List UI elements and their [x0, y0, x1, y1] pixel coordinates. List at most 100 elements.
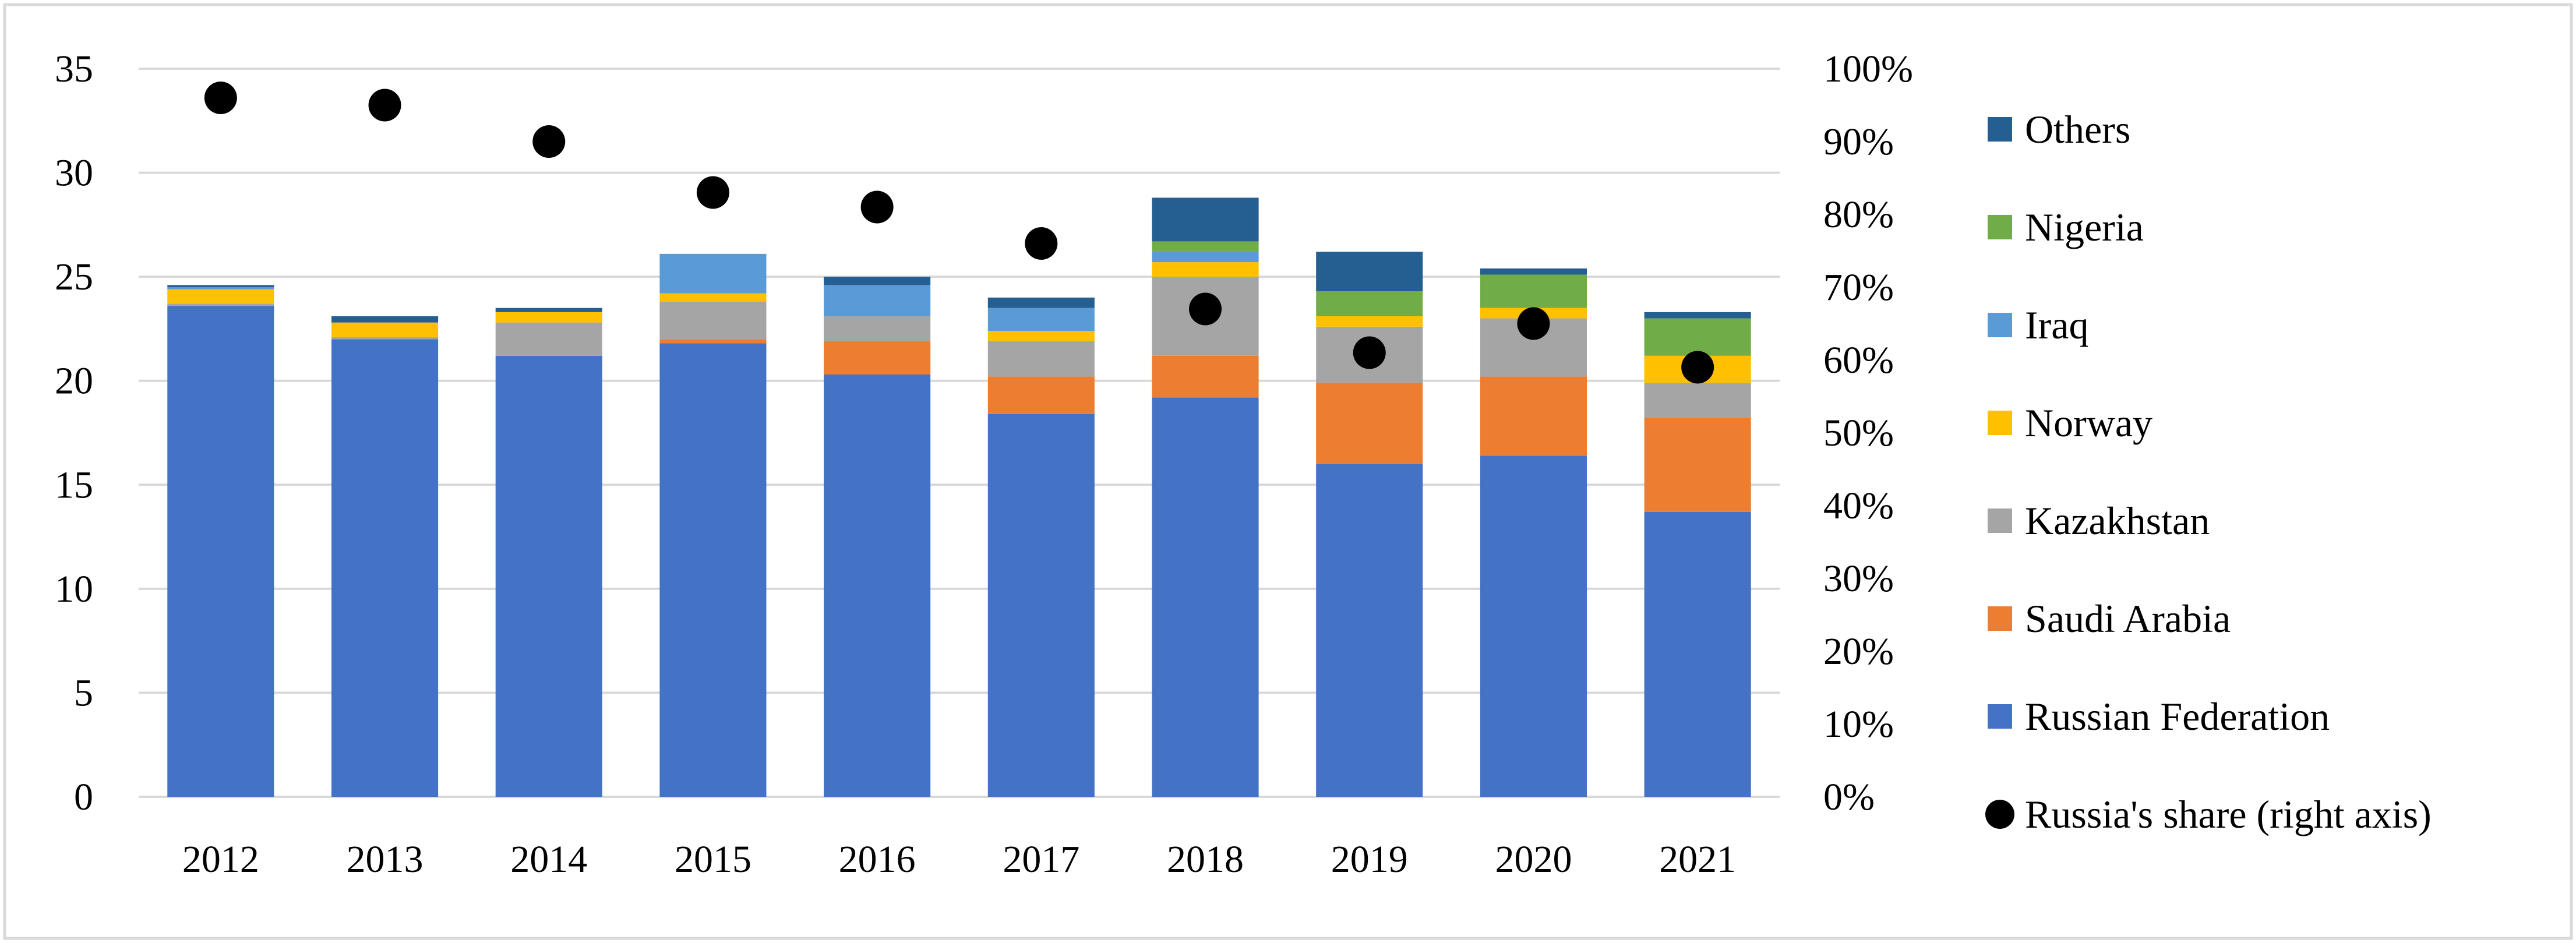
legend-marker — [1985, 800, 2014, 829]
bar-segment — [987, 331, 1095, 341]
y-right-tick-label: 90% — [1823, 121, 1894, 163]
y-tick-label: 10 — [55, 568, 93, 610]
bar-segment — [659, 302, 767, 340]
bar-segment — [1644, 418, 1751, 512]
y-right-tick-label: 60% — [1823, 339, 1894, 382]
x-tick-label: 2013 — [347, 838, 424, 881]
legend-label: Norway — [2025, 401, 2152, 445]
share-point — [1025, 227, 1058, 260]
bar-segment — [824, 277, 931, 285]
bar-segment — [1152, 197, 1259, 242]
x-tick-label: 2018 — [1167, 838, 1244, 881]
bar-segment — [331, 322, 439, 337]
bar-segment — [659, 293, 767, 302]
bar-segment — [331, 339, 439, 797]
x-tick-label: 2015 — [675, 838, 751, 881]
bar-segment — [987, 376, 1095, 414]
bar-segment — [1644, 318, 1751, 356]
bar-segment — [824, 375, 931, 797]
bar-segment — [1644, 312, 1751, 319]
share-point — [532, 125, 566, 158]
bar-segment — [495, 312, 602, 323]
bar-segment — [167, 287, 274, 289]
x-tick-label: 2016 — [839, 838, 916, 881]
bar-segment — [331, 337, 439, 340]
y-right-tick-label: 70% — [1823, 266, 1894, 309]
legend-swatch — [1988, 117, 2012, 142]
y-right-tick-label: 80% — [1823, 193, 1894, 236]
x-tick-label: 2020 — [1495, 838, 1572, 881]
bar-segment — [167, 303, 274, 306]
legend-label: Russian Federation — [2025, 694, 2330, 739]
y-tick-label: 5 — [74, 672, 93, 714]
y-right-tick-label: 40% — [1823, 485, 1894, 527]
bar-segment — [495, 308, 602, 312]
bar-segment — [495, 355, 602, 797]
y-right-tick-label: 20% — [1823, 630, 1894, 673]
legend-label: Kazakhstan — [2025, 499, 2210, 543]
bar-segment — [1644, 383, 1751, 418]
y-tick-label: 25 — [55, 256, 93, 298]
y-tick-label: 30 — [55, 152, 93, 195]
bar-segment — [167, 289, 274, 304]
bar-segment — [659, 253, 767, 294]
x-tick-label: 2014 — [510, 838, 587, 881]
legend-swatch — [1988, 215, 2012, 239]
bar-segment — [659, 343, 767, 797]
bar-segment — [167, 306, 274, 797]
x-tick-label: 2017 — [1003, 838, 1079, 881]
bar-segment — [331, 316, 439, 323]
legend-swatch — [1988, 313, 2012, 337]
y-tick-label: 15 — [55, 464, 93, 506]
share-point — [1517, 307, 1550, 340]
bar-segment — [824, 285, 931, 316]
legend-label: Others — [2025, 107, 2130, 151]
legend-label: Nigeria — [2025, 205, 2144, 249]
share-point — [1189, 292, 1222, 326]
share-point — [368, 89, 401, 122]
y-tick-label: 20 — [55, 360, 93, 402]
bar-segment — [987, 308, 1095, 331]
share-point — [1681, 351, 1714, 384]
bar-segment — [1480, 274, 1587, 308]
x-tick-label: 2019 — [1331, 838, 1408, 881]
bar-segment — [987, 341, 1095, 377]
bar-segment — [495, 322, 602, 356]
legend-label: Iraq — [2025, 303, 2088, 347]
bar-segment — [1152, 241, 1259, 252]
legend-swatch — [1988, 704, 2012, 729]
share-point — [1353, 336, 1386, 369]
bar-segment — [1152, 355, 1259, 398]
y-right-tick-label: 50% — [1823, 412, 1894, 454]
bar-segment — [1480, 455, 1587, 797]
y-right-tick-label: 10% — [1823, 703, 1894, 746]
legend-swatch — [1988, 508, 2012, 533]
bar-segment — [659, 339, 767, 344]
legend-swatch — [1988, 411, 2012, 435]
bar-segment — [987, 414, 1095, 797]
legend-label: Russia's share (right axis) — [2025, 792, 2432, 836]
bar-segment — [824, 341, 931, 375]
bar-segment — [987, 297, 1095, 308]
share-point — [204, 82, 237, 114]
x-tick-label: 2012 — [182, 838, 259, 881]
y-tick-label: 35 — [55, 48, 93, 90]
bar-segment — [1152, 262, 1259, 277]
bar-segment — [1316, 291, 1423, 316]
bar-segment — [1152, 397, 1259, 797]
bar-segment — [1480, 376, 1587, 456]
bar-segment — [167, 285, 274, 287]
bar-segment — [1316, 316, 1423, 327]
bar-segment — [824, 316, 931, 341]
bar-segment — [1152, 252, 1259, 263]
bar-segment — [1316, 383, 1423, 464]
y-right-tick-label: 30% — [1823, 557, 1894, 600]
y-right-tick-label: 0% — [1823, 776, 1875, 818]
share-point — [860, 190, 894, 224]
y-right-tick-label: 100% — [1823, 48, 1913, 90]
y-tick-label: 0 — [74, 776, 93, 818]
share-point — [696, 176, 729, 209]
legend-swatch — [1988, 606, 2012, 631]
